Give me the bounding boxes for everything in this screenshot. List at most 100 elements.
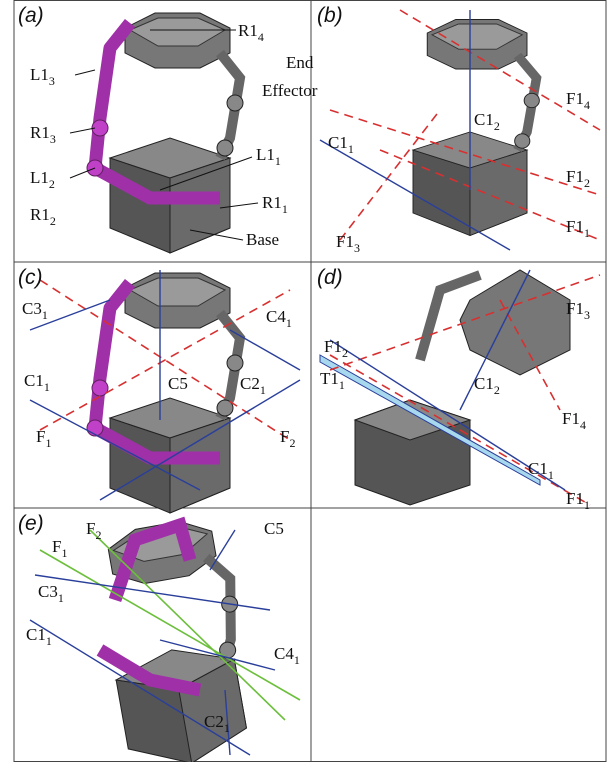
annotation-sub: 1 (275, 154, 281, 168)
annotation-text: L1 (30, 65, 49, 84)
annotation-sub: 1 (45, 436, 51, 450)
annotation-sub: 2 (289, 436, 295, 450)
annotation: C41 (266, 307, 292, 330)
annotation-text: C4 (274, 644, 294, 663)
annotation-text: C2 (204, 712, 224, 731)
panel-label: (c) (18, 266, 43, 289)
annotation: C11 (24, 371, 50, 394)
annotation-sub: 4 (584, 98, 590, 112)
annotation-text: F1 (566, 217, 584, 236)
annotation-text: C1 (328, 133, 348, 152)
annotation-sub: 1 (584, 226, 590, 240)
annotation-text: C1 (24, 371, 44, 390)
panel-a-art (70, 13, 258, 253)
annotation-text: C3 (38, 582, 58, 601)
annotation-text: C2 (240, 374, 260, 393)
annotation-text: C1 (474, 110, 494, 129)
annotation-text: F (86, 519, 95, 538)
panel-b-art (320, 10, 600, 250)
annotation-text: C3 (22, 299, 42, 318)
annotation-text: F1 (566, 489, 584, 508)
annotation-text: Effector (262, 81, 318, 100)
panel-label: (b) (317, 4, 343, 27)
annotation-text: R1 (30, 123, 50, 142)
annotation-text: R1 (238, 21, 258, 40)
annotation: C31 (22, 299, 48, 322)
annotation: L13 (30, 65, 55, 88)
panel-e-art (30, 514, 300, 762)
annotation-text: F1 (566, 89, 584, 108)
annotation-sub: 1 (42, 308, 48, 322)
annotation: R14 (238, 21, 264, 44)
annotation: C5 (264, 519, 284, 538)
annotation: F12 (324, 337, 348, 360)
annotation-sub: 1 (61, 546, 67, 560)
annotation-sub: 3 (584, 308, 590, 322)
panel-label: (e) (18, 512, 44, 535)
annotation: C31 (38, 582, 64, 605)
annotation-sub: 2 (494, 383, 500, 397)
annotation: End (286, 53, 314, 72)
annotation: C5 (168, 374, 188, 393)
annotation: F11 (566, 489, 590, 512)
annotation-text: F1 (562, 409, 580, 428)
annotation: Effector (262, 81, 318, 100)
panel-label: (a) (18, 4, 44, 27)
annotation: R11 (262, 193, 288, 216)
annotation-sub: 3 (354, 241, 360, 255)
annotation-sub: 1 (286, 316, 292, 330)
annotation-text: F1 (566, 299, 584, 318)
annotation-sub: 1 (46, 634, 52, 648)
annotation: L11 (256, 145, 281, 168)
annotation: F1 (52, 537, 67, 560)
annotation-text: T1 (320, 369, 339, 388)
annotation-sub: 1 (224, 721, 230, 735)
annotation: F1 (36, 427, 51, 450)
annotation-sub: 1 (294, 653, 300, 667)
annotation-text: F (36, 427, 45, 446)
annotation-sub: 1 (44, 380, 50, 394)
annotation-sub: 1 (260, 383, 266, 397)
annotation: R12 (30, 205, 56, 228)
annotation: F2 (280, 427, 295, 450)
annotation-text: C4 (266, 307, 286, 326)
annotation-sub: 2 (494, 119, 500, 133)
annotation-text: F1 (324, 337, 342, 356)
annotation-sub: 3 (50, 132, 56, 146)
annotation: C11 (26, 625, 52, 648)
annotation-sub: 3 (49, 74, 55, 88)
annotation-sub: 1 (584, 498, 590, 512)
annotation-sub: 1 (282, 202, 288, 216)
annotation: F14 (562, 409, 586, 432)
annotation-text: C1 (474, 374, 494, 393)
annotation-text: R1 (262, 193, 282, 212)
annotation-text: Base (246, 230, 279, 249)
annotation-text: F1 (336, 232, 354, 251)
figure: (a)R14L13EndEffectorR13L12L11R12R11Base(… (0, 0, 610, 762)
annotation-sub: 1 (548, 468, 554, 482)
annotation: C12 (474, 110, 500, 133)
annotation-sub: 2 (342, 346, 348, 360)
annotation-text: C1 (528, 459, 548, 478)
annotation: F2 (86, 519, 101, 542)
annotation-text: F (280, 427, 289, 446)
panel-label: (d) (317, 266, 343, 289)
annotation-sub: 4 (258, 30, 264, 44)
annotation: F13 (336, 232, 360, 255)
annotation: C21 (240, 374, 266, 397)
annotation-text: F (52, 537, 61, 556)
annotation: C12 (474, 374, 500, 397)
annotation-text: C5 (168, 374, 188, 393)
annotation-sub: 2 (50, 214, 56, 228)
annotation: C41 (274, 644, 300, 667)
panel-d-art (320, 270, 600, 505)
annotation-sub: 1 (348, 142, 354, 156)
annotation-text: L1 (30, 168, 49, 187)
annotation-sub: 1 (58, 591, 64, 605)
annotation-sub: 2 (95, 528, 101, 542)
annotation: F12 (566, 167, 590, 190)
annotation: F14 (566, 89, 590, 112)
annotation-text: F1 (566, 167, 584, 186)
annotation-sub: 1 (339, 378, 345, 392)
annotation: F11 (566, 217, 590, 240)
